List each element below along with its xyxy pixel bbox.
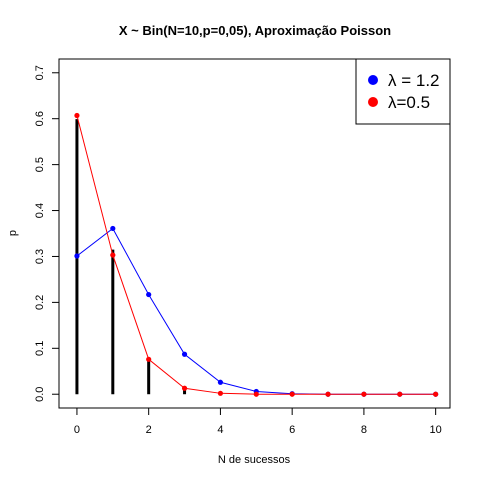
y-tick-label: 0.2 — [34, 295, 46, 310]
series-point — [325, 391, 331, 397]
series-point — [146, 356, 152, 362]
series-point — [181, 351, 188, 357]
legend-marker-2 — [368, 97, 378, 107]
series-1 — [74, 225, 439, 397]
series-point — [146, 291, 152, 298]
x-axis-label: N de sucessos — [218, 454, 291, 466]
y-axis: 0.0 0.1 0.2 0.3 0.4 0.5 0.6 0.7 — [34, 65, 60, 402]
series-point — [217, 379, 224, 385]
series-line — [76, 115, 436, 395]
series-point — [74, 112, 80, 119]
x-tick-label: 2 — [146, 424, 152, 436]
binomial-bars — [75, 119, 222, 395]
series-point — [361, 391, 367, 397]
series-point — [397, 391, 403, 397]
x-tick-label: 10 — [430, 424, 442, 436]
legend: λ = 1.2 λ=0.5 — [355, 58, 451, 125]
y-tick-label: 0.1 — [34, 341, 46, 356]
x-tick-label: 8 — [361, 424, 367, 436]
series-point — [433, 391, 439, 397]
x-axis: 0 2 4 6 8 10 — [74, 407, 442, 436]
series-layer — [74, 112, 439, 397]
series-line — [76, 227, 436, 395]
y-tick-label: 0.0 — [34, 387, 46, 402]
legend-label-1: λ = 1.2 — [388, 71, 440, 90]
series-2 — [74, 112, 439, 397]
x-tick-label: 6 — [289, 424, 295, 436]
chart-title: X ~ Bin(N=10,p=0,05), Aproximação Poisso… — [119, 23, 391, 38]
series-point — [217, 390, 224, 396]
y-axis-label: p — [7, 230, 19, 236]
series-point — [110, 225, 116, 232]
y-tick-label: 0.6 — [34, 111, 46, 126]
series-point — [253, 391, 259, 397]
x-tick-label: 0 — [74, 424, 80, 436]
y-tick-label: 0.7 — [34, 65, 46, 80]
y-tick-label: 0.5 — [34, 157, 46, 172]
series-point — [110, 252, 116, 258]
series-point — [181, 385, 188, 391]
x-tick-label: 4 — [217, 424, 223, 436]
series-point — [74, 253, 80, 259]
series-point — [289, 391, 295, 397]
legend-label-2: λ=0.5 — [388, 93, 430, 112]
legend-box — [355, 58, 451, 125]
y-tick-label: 0.4 — [34, 203, 46, 218]
legend-marker-1 — [368, 75, 378, 85]
y-tick-label: 0.3 — [34, 249, 46, 264]
